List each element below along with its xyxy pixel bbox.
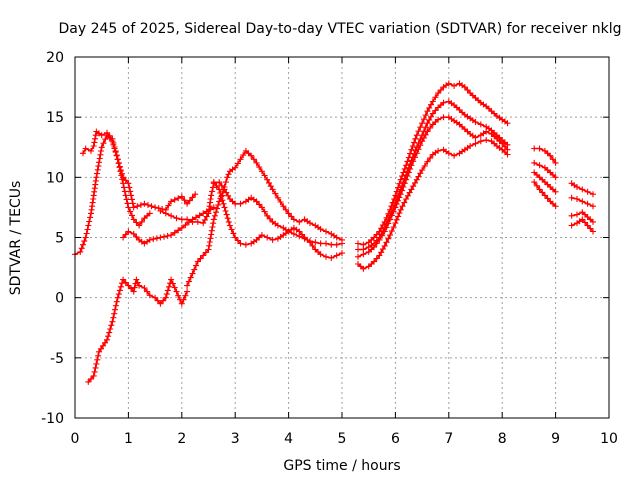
series-plus-markers: [568, 216, 596, 235]
y-tick-label: 15: [46, 110, 64, 126]
y-axis-label: SDTVAR / TECUs: [8, 181, 24, 296]
series-plus-markers: [568, 209, 596, 225]
y-tick-label: 20: [46, 50, 64, 66]
series-plus-markers: [568, 194, 596, 210]
series-satellite-pass-2: [80, 128, 199, 213]
x-tick-label: 6: [391, 431, 400, 447]
series-satellite-pass-6: [184, 147, 345, 289]
series-satellite-pass-14: [531, 169, 559, 195]
series-plus-markers: [531, 159, 559, 181]
x-tick-label: 3: [231, 431, 240, 447]
series-plus-markers: [184, 147, 345, 289]
x-tick-label: 7: [444, 431, 453, 447]
axis-ticks: [74, 56, 610, 419]
series-plus-markers: [80, 128, 199, 213]
series-track: [87, 278, 188, 383]
series-plus-markers: [210, 179, 345, 261]
y-tick-label: 0: [55, 291, 64, 307]
series-satellite-pass-10: [355, 114, 511, 260]
series-plus-markers: [85, 276, 191, 385]
series-satellite-pass-16: [568, 180, 596, 198]
y-tick-label: -5: [50, 351, 64, 367]
series-satellite-pass-7: [210, 179, 345, 261]
x-tick-label: 5: [338, 431, 347, 447]
series-satellite-pass-4: [120, 204, 217, 247]
series-satellite-pass-15: [531, 179, 559, 210]
x-tick-label: 10: [600, 431, 618, 447]
series-plus-markers: [355, 114, 511, 260]
series-plus-markers: [355, 137, 511, 272]
y-axis-tick-labels: -10 -5 0 5 10 15 20: [41, 50, 64, 427]
x-tick-label: 1: [124, 431, 133, 447]
x-tick-label: 9: [551, 431, 560, 447]
series-satellite-pass-3: [85, 276, 191, 385]
data-series-layer: [72, 80, 596, 385]
y-tick-label: 10: [46, 170, 64, 186]
series-plus-markers: [120, 204, 217, 247]
series-plus-markers: [568, 180, 596, 198]
series-track: [159, 181, 343, 246]
chart-title: Day 245 of 2025, Sidereal Day-to-day VTE…: [59, 21, 622, 37]
y-tick-label: 5: [55, 231, 64, 247]
x-tick-label: 0: [71, 431, 80, 447]
series-satellite-pass-18: [568, 209, 596, 225]
series-plus-markers: [531, 179, 559, 210]
series-satellite-pass-19: [568, 216, 596, 235]
y-tick-label: -10: [41, 411, 64, 427]
series-satellite-pass-17: [568, 194, 596, 210]
series-satellite-pass-8: [355, 80, 511, 248]
series-plus-markers: [531, 169, 559, 195]
series-plus-markers: [531, 145, 559, 166]
x-tick-label: 4: [284, 431, 293, 447]
x-axis-tick-labels: 0 1 2 3 4 5 6 7 8 9 10: [71, 431, 618, 447]
series-satellite-pass-11: [355, 137, 511, 272]
series-plus-markers: [355, 80, 511, 248]
x-axis-label: GPS time / hours: [283, 458, 400, 474]
series-satellite-pass-13: [531, 159, 559, 181]
x-tick-label: 2: [177, 431, 186, 447]
series-track: [357, 82, 509, 246]
x-tick-label: 8: [498, 431, 507, 447]
series-satellite-pass-12: [531, 145, 559, 166]
